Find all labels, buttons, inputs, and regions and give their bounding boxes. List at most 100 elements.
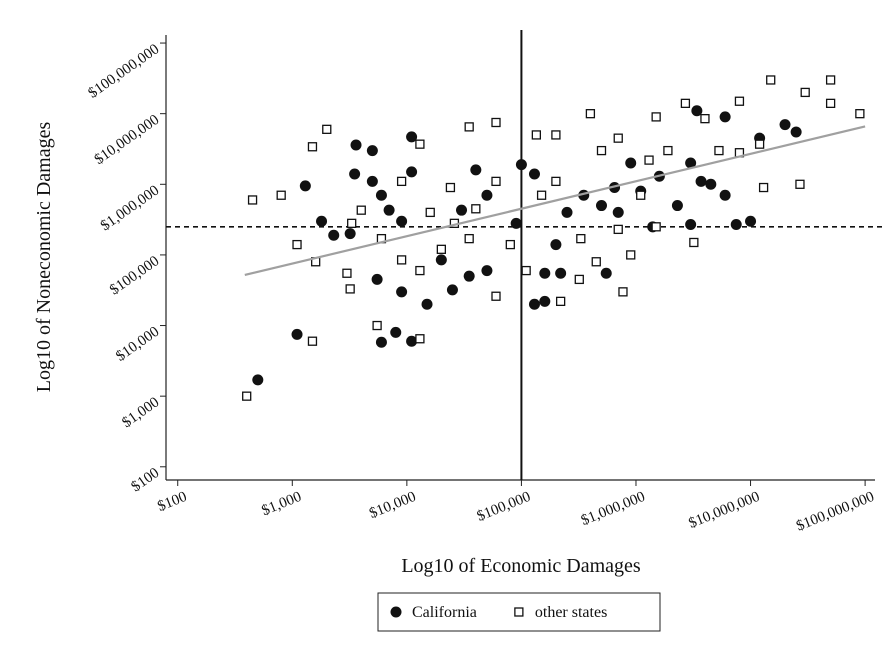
point: [396, 176, 407, 187]
legend-marker: [514, 607, 524, 617]
point: [292, 239, 302, 250]
point: [372, 320, 382, 331]
point: [328, 229, 340, 241]
point: [671, 200, 683, 212]
point: [421, 298, 433, 310]
point: [714, 145, 724, 156]
point: [551, 176, 561, 187]
point: [247, 195, 258, 205]
point: [531, 130, 541, 140]
point: [536, 190, 547, 200]
point: [585, 109, 596, 119]
point: [719, 189, 731, 201]
point: [576, 233, 586, 244]
point: [612, 206, 624, 218]
point: [375, 336, 387, 348]
point: [371, 273, 383, 285]
fit-line: [244, 125, 866, 277]
point: [396, 286, 408, 298]
point: [626, 250, 636, 260]
point: [491, 291, 501, 301]
point: [613, 224, 623, 235]
point: [396, 255, 407, 265]
point: [375, 189, 387, 201]
point: [800, 87, 810, 98]
point: [322, 124, 332, 134]
point: [436, 244, 446, 254]
point: [555, 296, 566, 307]
point: [396, 215, 408, 227]
point: [691, 105, 703, 117]
point: [291, 328, 303, 340]
point: [350, 139, 362, 151]
point: [528, 168, 540, 180]
legend: California other states: [377, 592, 661, 632]
point: [574, 274, 584, 285]
point: [625, 157, 637, 169]
point: [510, 217, 522, 229]
point: [705, 178, 717, 190]
point: [356, 205, 366, 215]
point: [685, 218, 697, 230]
point: [415, 265, 425, 276]
point: [505, 239, 515, 250]
point: [766, 75, 776, 85]
x-axis-title: Log10 of Economic Damages: [401, 555, 641, 577]
legend-marker: [390, 606, 402, 618]
point: [463, 270, 475, 282]
point: [390, 326, 402, 338]
point: [651, 222, 661, 232]
point: [680, 98, 691, 109]
point: [855, 109, 865, 119]
point: [471, 204, 481, 214]
point: [719, 111, 731, 123]
point: [521, 265, 531, 276]
point: [445, 182, 456, 193]
point: [446, 284, 458, 296]
point: [252, 374, 264, 386]
point: [825, 75, 836, 85]
point: [685, 157, 697, 169]
point: [345, 284, 355, 294]
point: [825, 98, 836, 109]
point: [366, 175, 378, 187]
point: [734, 96, 745, 106]
point: [307, 142, 318, 152]
point: [561, 206, 573, 218]
point: [618, 287, 628, 297]
point: [539, 295, 551, 307]
point: [464, 122, 474, 132]
point: [539, 267, 551, 279]
point: [435, 254, 447, 266]
point: [613, 133, 623, 143]
point: [528, 298, 540, 310]
point: [316, 215, 328, 227]
point: [644, 155, 654, 165]
point: [406, 131, 418, 143]
point: [591, 257, 601, 267]
point: [349, 168, 361, 180]
point: [491, 117, 501, 128]
point: [366, 145, 378, 157]
point: [415, 334, 425, 344]
point: [481, 265, 493, 277]
point: [596, 145, 607, 156]
legend-label: California: [412, 604, 477, 621]
point: [745, 215, 757, 227]
point: [651, 112, 661, 122]
point: [730, 218, 742, 230]
legend-label: other states: [535, 604, 607, 621]
point: [342, 268, 352, 278]
point: [550, 239, 562, 251]
point: [790, 126, 802, 138]
point: [464, 233, 474, 244]
point: [470, 164, 482, 176]
point: [307, 336, 318, 346]
point: [551, 130, 561, 140]
point: [515, 159, 527, 171]
point: [595, 200, 607, 212]
point: [415, 139, 425, 149]
point: [344, 228, 356, 240]
